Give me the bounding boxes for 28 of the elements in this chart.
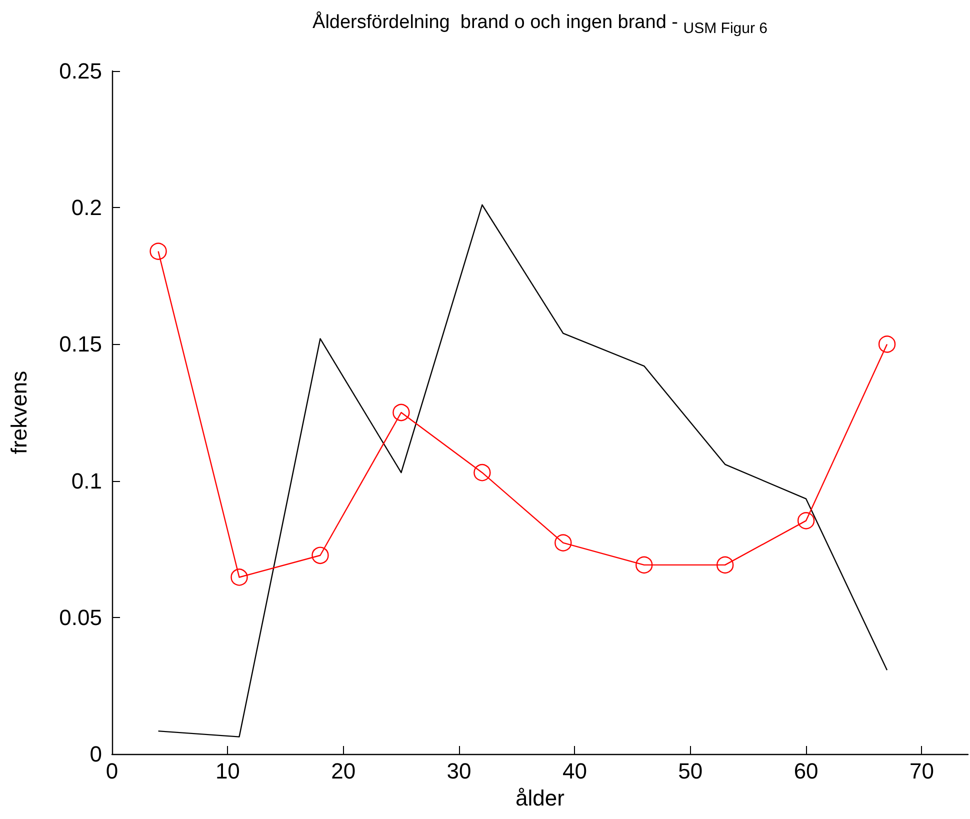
point (554, 534, 572, 552)
point (797, 512, 815, 530)
x-tick-label: 70 (909, 758, 934, 784)
x-tick-label: 0 (106, 758, 118, 784)
chart-title: Åldersfördelning brand o och ingen brand - $_{USM Figur 6}$ (312, 12, 768, 37)
y-tick-label: 0.05 (59, 604, 102, 630)
point (150, 242, 167, 260)
y-tick-label: 0.25 (59, 58, 102, 84)
x-axis-title: ålder (516, 785, 564, 810)
x-tick-label: 20 (331, 758, 356, 784)
x-tick-label: 50 (678, 758, 703, 784)
line-series (158, 204, 888, 738)
x-tick-label: 30 (446, 758, 472, 784)
point (312, 546, 329, 564)
x-tick-label: 10 (215, 758, 240, 784)
point (636, 556, 653, 574)
point (716, 556, 734, 574)
x-tick-label: 60 (794, 758, 818, 784)
point (230, 568, 248, 586)
y-axis-title: frekvens (6, 370, 32, 454)
y-tick-label: 0 (90, 742, 102, 766)
y-tick-label: 0.1 (71, 468, 102, 494)
point (878, 336, 896, 353)
point (392, 404, 410, 422)
x-tick-label: 40 (562, 758, 587, 784)
point (474, 464, 491, 482)
y-tick-label: 0.15 (59, 332, 102, 357)
y-tick-label: 0.2 (71, 195, 102, 220)
